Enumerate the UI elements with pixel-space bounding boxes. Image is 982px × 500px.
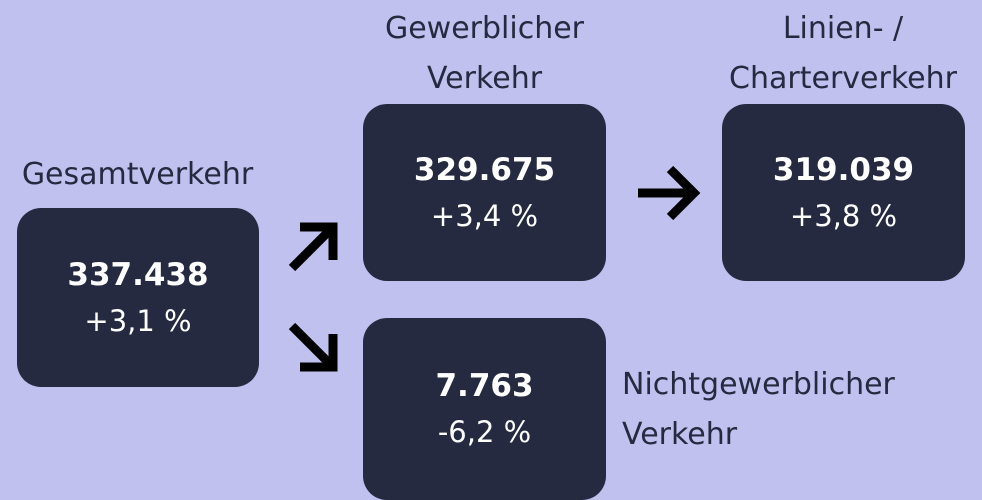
arrow-right bbox=[638, 165, 701, 221]
label-line: Verkehr bbox=[622, 417, 738, 452]
node-value: 319.039 bbox=[772, 151, 915, 188]
node-label: Gewerblicher Verkehr bbox=[363, 4, 606, 104]
arrow-down-right bbox=[288, 322, 338, 372]
label-line: Gesamtverkehr bbox=[21, 157, 254, 192]
label-line: Charterverkehr bbox=[729, 61, 957, 96]
node-box: 337.438 +3,1 % bbox=[17, 208, 259, 387]
node-box: 7.763 -6,2 % bbox=[363, 318, 606, 500]
node-change: +3,4 % bbox=[430, 198, 539, 233]
label-line: Verkehr bbox=[426, 61, 543, 96]
arrow-up-right bbox=[288, 222, 338, 272]
node-box: 329.675 +3,4 % bbox=[363, 104, 606, 281]
label-line: Nichtgewerblicher bbox=[622, 367, 895, 402]
node-value: 337.438 bbox=[67, 256, 209, 293]
node-box: 319.039 +3,8 % bbox=[722, 104, 965, 281]
node-value: 329.675 bbox=[413, 151, 556, 188]
node-label: Linien- / Charterverkehr bbox=[700, 4, 982, 104]
node-change: +3,8 % bbox=[789, 198, 898, 233]
label-line: Gewerblicher bbox=[384, 11, 585, 46]
node-label: Nichtgewerblicher Verkehr bbox=[622, 360, 895, 460]
label-line: Linien- / bbox=[782, 11, 904, 46]
node-change: +3,1 % bbox=[84, 303, 192, 338]
node-value: 7.763 bbox=[435, 368, 534, 404]
node-change: -6,2 % bbox=[437, 415, 532, 449]
node-label: Gesamtverkehr bbox=[0, 150, 275, 200]
